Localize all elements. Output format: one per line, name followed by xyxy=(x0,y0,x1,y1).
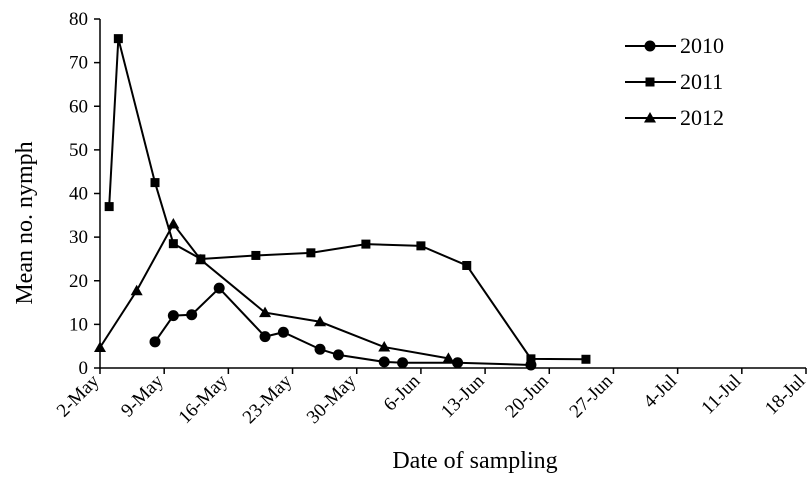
x-tick-label: 6-Jun xyxy=(380,370,425,415)
data-point-2011 xyxy=(361,239,371,249)
x-tick-label: 18-Jul xyxy=(761,371,809,419)
data-point-2012 xyxy=(130,284,143,296)
data-point-2012 xyxy=(314,315,327,327)
data-point-2010 xyxy=(259,331,271,343)
legend-label: 2011 xyxy=(680,69,723,94)
y-tick-label: 70 xyxy=(69,53,88,74)
y-tick-label: 40 xyxy=(69,184,88,205)
legend-marker xyxy=(644,40,656,52)
data-point-2010 xyxy=(213,282,225,294)
series-2012 xyxy=(94,218,455,363)
data-point-2010 xyxy=(397,357,409,369)
data-point-2012 xyxy=(378,341,391,352)
data-point-2011 xyxy=(168,239,178,249)
series-2010 xyxy=(149,282,537,371)
legend-item-2012: 2012 xyxy=(625,105,724,130)
series-layer xyxy=(94,34,591,371)
data-point-2010 xyxy=(332,349,344,361)
legend-label: 2010 xyxy=(680,33,724,58)
x-tick-label: 27-Jun xyxy=(566,370,618,422)
x-tick-label: 9-May xyxy=(117,370,168,421)
data-point-2012 xyxy=(442,352,455,363)
y-tick-label: 30 xyxy=(69,227,88,248)
x-tick-label: 11-Jul xyxy=(697,371,745,419)
x-tick-label: 16-May xyxy=(175,370,233,428)
data-point-2010 xyxy=(167,310,179,322)
data-point-2012 xyxy=(194,253,207,265)
y-tick-label: 50 xyxy=(69,140,88,161)
y-tick-label: 20 xyxy=(69,271,88,292)
legend-item-2011: 2011 xyxy=(625,69,723,94)
y-tick-label: 0 xyxy=(79,358,89,379)
legend-label: 2012 xyxy=(680,105,724,130)
data-point-2011 xyxy=(251,250,261,260)
series-line-2012 xyxy=(99,222,449,360)
y-tick-label: 10 xyxy=(69,314,88,335)
legend: 2010 2011 2012 xyxy=(625,33,724,130)
y-axis-ticks: 0 10 20 30 40 50 60 70 80 xyxy=(69,9,100,379)
series-2011 xyxy=(104,34,591,364)
data-point-2011 xyxy=(526,354,536,364)
data-point-2011 xyxy=(150,178,160,188)
data-point-2011 xyxy=(104,202,114,212)
data-point-2011 xyxy=(113,34,123,44)
y-tick-label: 60 xyxy=(69,96,88,117)
data-point-2011 xyxy=(581,354,591,364)
x-tick-label: 20-Jun xyxy=(501,370,553,422)
y-axis-title: Mean no. nymph xyxy=(12,141,38,304)
data-point-2011 xyxy=(306,248,316,258)
legend-item-2010: 2010 xyxy=(625,33,724,58)
data-point-2010 xyxy=(452,357,464,369)
data-point-2012 xyxy=(167,218,180,229)
y-tick-label: 80 xyxy=(69,9,88,30)
data-point-2012 xyxy=(259,306,272,318)
x-tick-label: 30-May xyxy=(303,370,361,428)
data-point-2011 xyxy=(416,241,426,251)
legend-marker xyxy=(645,77,655,87)
data-point-2010 xyxy=(277,326,289,338)
x-tick-label: 13-Jun xyxy=(437,370,489,422)
x-axis-title: Date of sampling xyxy=(392,448,557,474)
data-point-2010 xyxy=(186,309,198,321)
series-line-2011 xyxy=(108,38,586,361)
data-point-2010 xyxy=(314,343,326,355)
x-axis-ticks: 2-May 9-May 16-May 23-May 30-May 6-Jun 13-Jun 2… xyxy=(53,368,810,428)
x-tick-label: 23-May xyxy=(239,370,297,428)
x-tick-label: 4-Jul xyxy=(639,371,681,413)
data-point-2010 xyxy=(149,336,161,348)
legend-marker xyxy=(644,112,656,123)
data-point-2011 xyxy=(462,260,472,270)
data-point-2010 xyxy=(378,356,390,368)
